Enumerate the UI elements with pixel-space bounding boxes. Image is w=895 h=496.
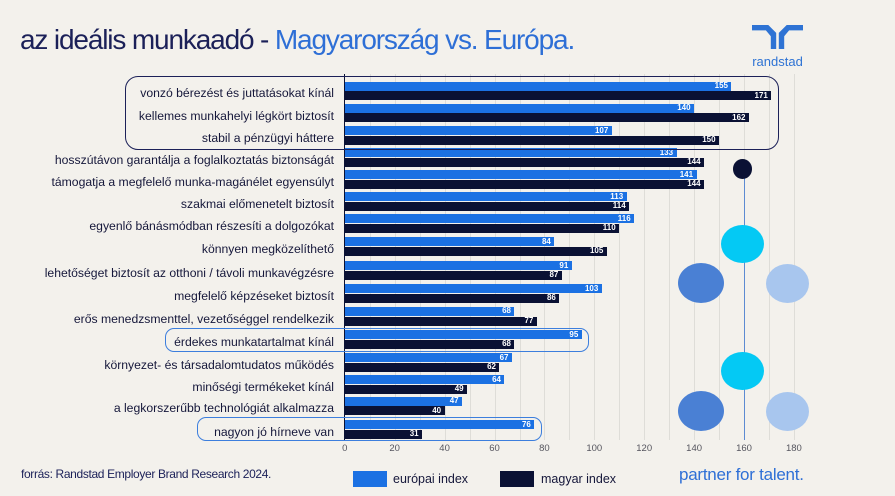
svg-text:randstad: randstad [752, 54, 803, 69]
